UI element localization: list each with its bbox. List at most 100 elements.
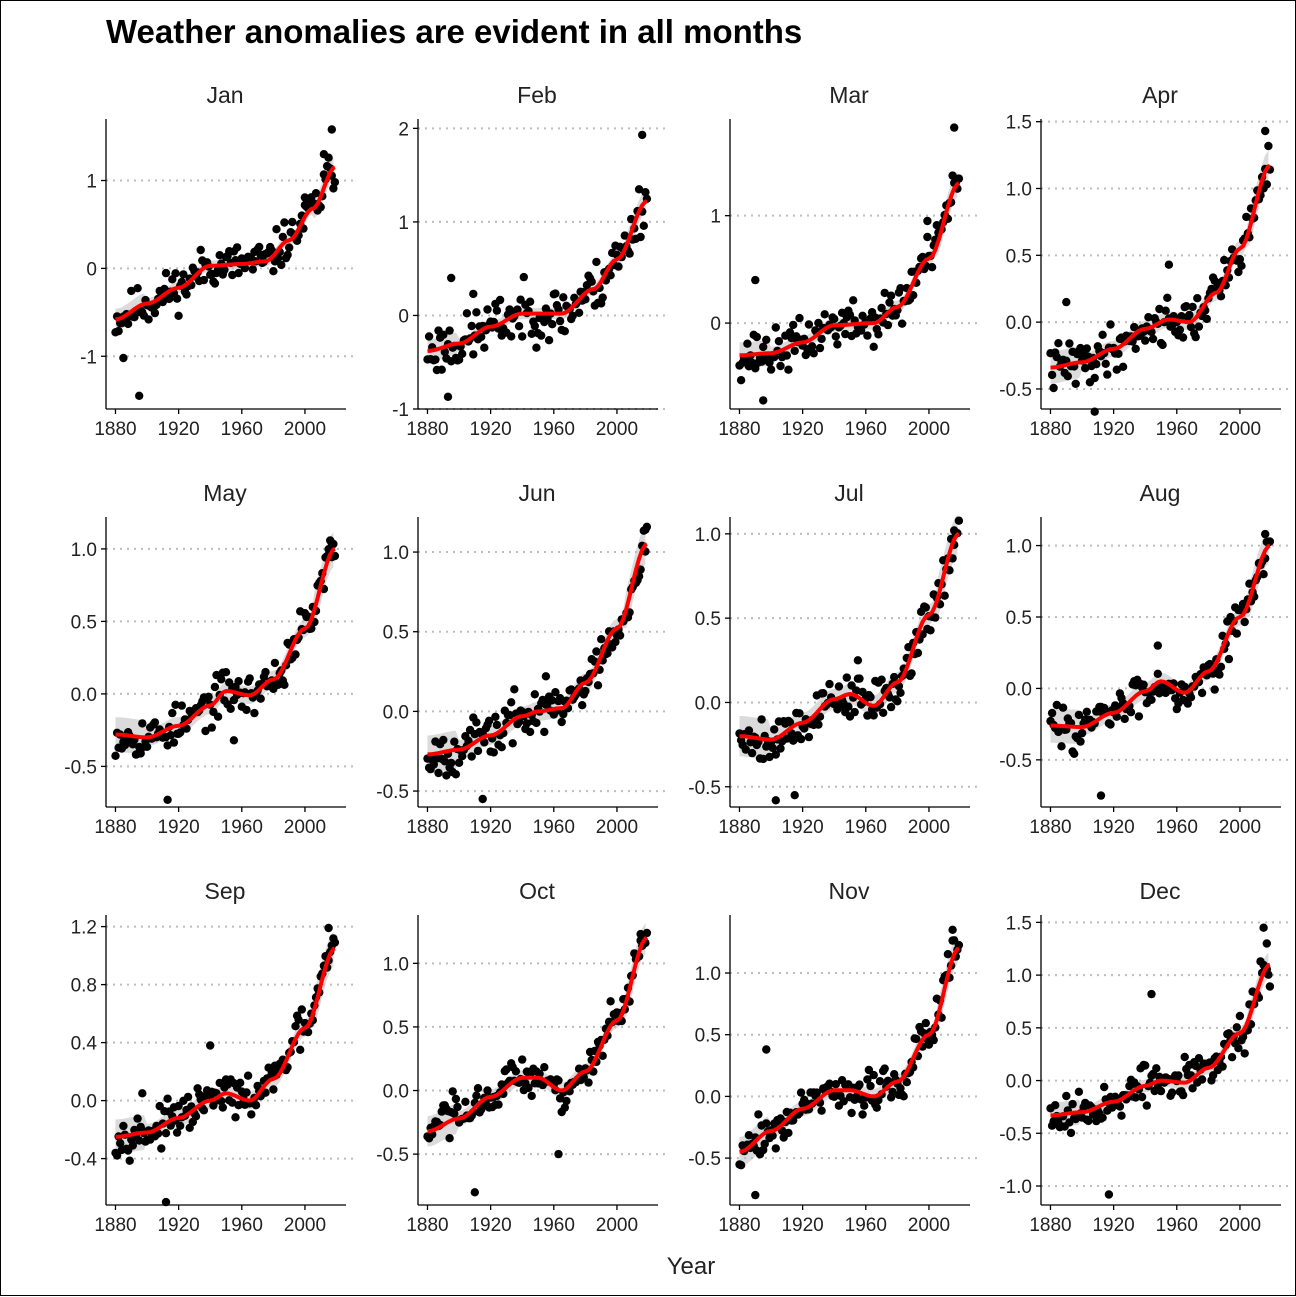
- data-point: [603, 649, 612, 658]
- data-point: [1054, 339, 1063, 348]
- y-tick-label: 0.5: [1006, 1019, 1032, 1040]
- data-point: [467, 321, 476, 331]
- data-point: [611, 637, 620, 647]
- data-point: [473, 1084, 483, 1093]
- data-point: [541, 672, 551, 681]
- data-point: [1062, 297, 1071, 307]
- data-point: [896, 688, 905, 697]
- data-point: [527, 1091, 536, 1101]
- data-point: [551, 289, 560, 298]
- data-point: [497, 743, 506, 752]
- data-point: [562, 1096, 571, 1106]
- x-tick-label: 1920: [1092, 1215, 1134, 1236]
- data-point: [855, 674, 864, 683]
- data-point: [112, 1151, 122, 1160]
- data-point: [598, 1051, 607, 1061]
- data-point: [269, 267, 278, 276]
- data-point: [1096, 791, 1106, 800]
- x-tick-label: 1960: [1156, 817, 1198, 838]
- data-point: [228, 270, 237, 280]
- data-point: [815, 343, 825, 353]
- data-point: [784, 365, 793, 374]
- data-point: [741, 745, 750, 754]
- data-point: [525, 297, 535, 306]
- data-point: [548, 320, 557, 329]
- data-point: [839, 1097, 848, 1106]
- data-point: [847, 1108, 856, 1118]
- data-point: [796, 1088, 806, 1097]
- data-point: [568, 311, 577, 320]
- data-point: [1077, 728, 1087, 738]
- data-point: [494, 1100, 503, 1109]
- data-point: [877, 303, 886, 313]
- y-tick-label: -0.4: [64, 1150, 97, 1171]
- x-tick-label: 1960: [845, 1215, 887, 1236]
- data-point: [1147, 695, 1156, 704]
- y-tick-label: -1: [80, 347, 97, 368]
- data-point: [163, 741, 172, 750]
- data-point: [863, 331, 872, 340]
- data-point: [1134, 712, 1144, 721]
- y-tick-label: 1.0: [1006, 179, 1032, 200]
- data-point: [1265, 982, 1275, 991]
- data-point: [524, 1083, 533, 1093]
- y-tick-label: -0.5: [999, 380, 1032, 401]
- data-point: [789, 320, 798, 330]
- x-tick-label: 1920: [469, 817, 511, 838]
- data-point: [896, 284, 905, 293]
- y-tick-label: 1: [710, 207, 721, 228]
- data-point: [875, 1077, 885, 1086]
- data-point: [243, 1071, 253, 1080]
- data-point: [1227, 1053, 1237, 1062]
- data-point: [220, 265, 229, 275]
- data-point: [634, 185, 644, 194]
- x-tick-label: 2000: [284, 419, 326, 440]
- x-tick-label: 1960: [533, 419, 575, 440]
- data-point: [1098, 330, 1107, 339]
- data-point: [177, 701, 186, 710]
- data-point: [751, 1190, 760, 1200]
- data-point: [294, 1015, 303, 1024]
- y-tick-label: 1: [398, 213, 409, 234]
- data-point: [532, 718, 541, 728]
- data-point: [236, 1078, 245, 1088]
- data-point: [168, 708, 177, 718]
- facet-label: Oct: [519, 878, 555, 904]
- data-point: [548, 696, 557, 705]
- data-point: [505, 305, 514, 314]
- data-point: [280, 680, 289, 689]
- data-point: [213, 712, 223, 721]
- data-point: [1152, 1064, 1161, 1073]
- data-point: [879, 708, 888, 717]
- data-point: [133, 284, 142, 293]
- data-point: [502, 1065, 511, 1074]
- data-point: [1098, 1113, 1107, 1122]
- y-tick-label: -0.5: [999, 751, 1032, 772]
- data-point: [770, 725, 779, 734]
- data-point: [1183, 699, 1193, 708]
- y-tick-label: 1.5: [1006, 113, 1032, 134]
- facet-label: Sep: [205, 878, 246, 904]
- data-point: [1090, 373, 1099, 383]
- data-point: [950, 526, 959, 535]
- data-point: [921, 603, 930, 612]
- data-point: [172, 294, 182, 303]
- data-point: [157, 1144, 166, 1153]
- data-point: [1068, 1099, 1077, 1109]
- facet-label: Feb: [517, 82, 557, 108]
- data-point: [869, 1070, 878, 1080]
- data-point: [120, 741, 130, 750]
- x-tick-label: 1920: [469, 1215, 511, 1236]
- data-point: [437, 365, 446, 374]
- x-tick-label: 1960: [1156, 419, 1198, 440]
- x-tick-label: 2000: [1219, 419, 1261, 440]
- confidence-band: [1050, 150, 1269, 384]
- x-tick-label: 2000: [284, 1215, 326, 1236]
- trend-line: [739, 532, 960, 742]
- data-point: [762, 335, 771, 344]
- y-tick-label: 0.5: [71, 612, 97, 633]
- y-tick-label: -1.0: [999, 1177, 1032, 1198]
- data-point: [116, 1139, 125, 1148]
- x-tick-label: 2000: [596, 419, 638, 440]
- data-point: [469, 350, 478, 359]
